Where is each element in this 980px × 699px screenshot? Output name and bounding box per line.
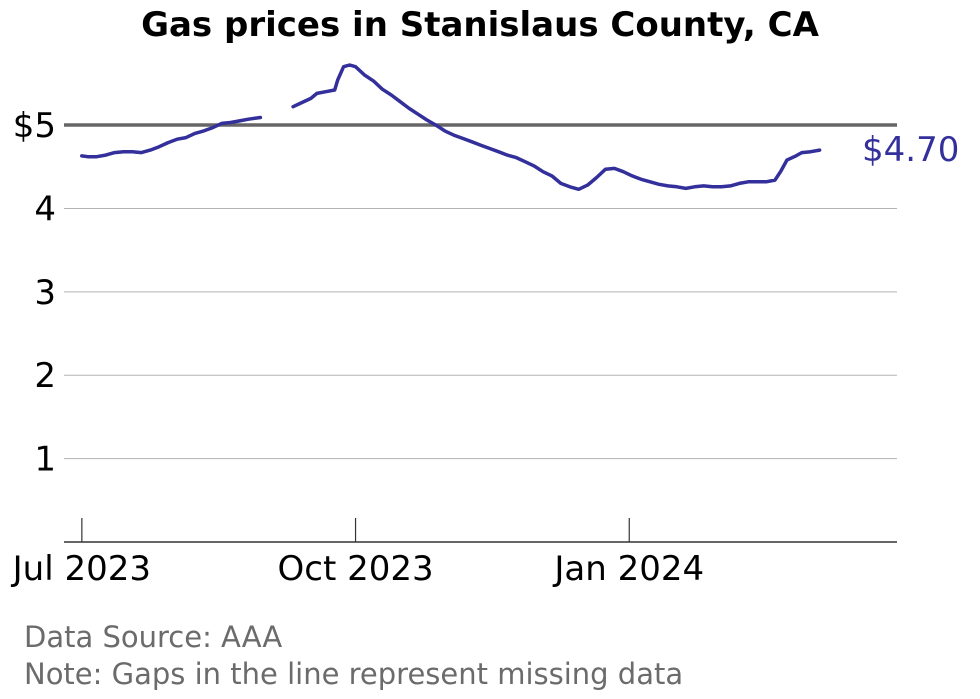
x-tick-label-2023-07-01: Jul 2023 — [11, 549, 151, 589]
price-line-segment-1 — [80, 115, 263, 159]
price-series — [80, 63, 822, 192]
chart-title: Gas prices in Stanislaus County, CA — [141, 5, 820, 45]
latest-price-label: $4.70 — [862, 130, 959, 170]
missing-data-note: Note: Gaps in the line represent missing… — [24, 657, 683, 691]
gridlines — [64, 123, 897, 460]
y-tick-label-1: 1 — [34, 440, 56, 480]
y-tick-label-5: $5 — [13, 106, 56, 146]
price-line-segment-2 — [291, 63, 822, 192]
x-axis — [64, 518, 897, 543]
y-tick-label-4: 4 — [34, 189, 56, 229]
y-tick-label-3: 3 — [34, 273, 56, 313]
x-tick-label-2023-10-01: Oct 2023 — [277, 549, 433, 589]
y-axis-tick-labels: 1 2 3 4 $5 — [13, 106, 56, 480]
data-source-note: Data Source: AAA — [24, 620, 282, 654]
y-tick-label-2: 2 — [34, 356, 56, 396]
x-axis-tick-labels: Jul 2023 Oct 2023 Jan 2024 — [11, 549, 704, 589]
x-tick-label-2024-01-01: Jan 2024 — [552, 549, 704, 589]
